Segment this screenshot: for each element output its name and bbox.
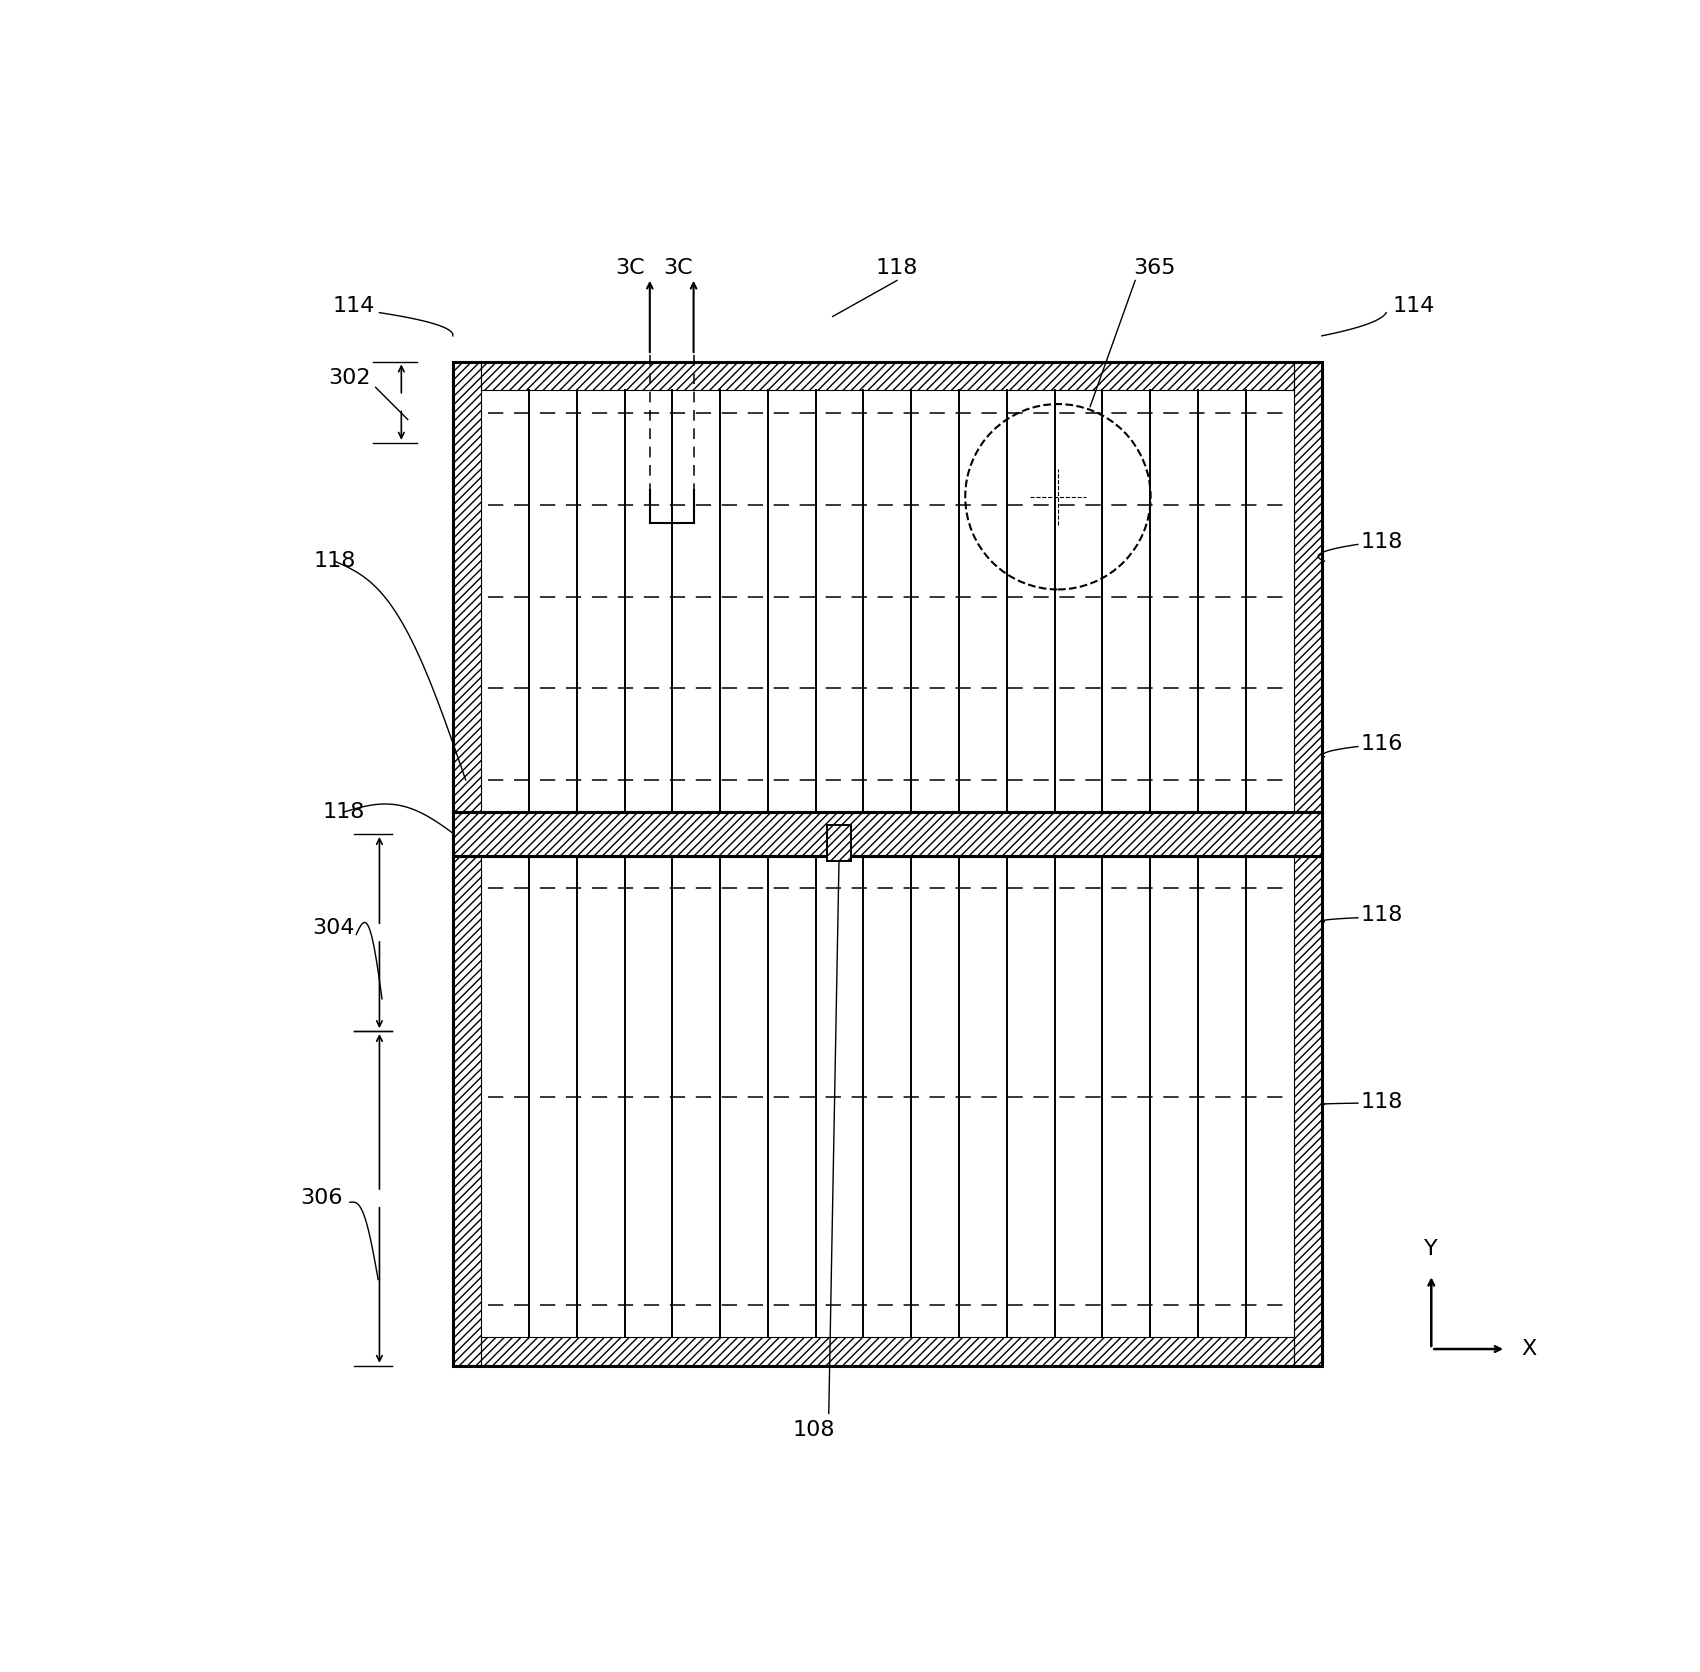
Text: 114: 114	[333, 296, 376, 316]
Text: 118: 118	[323, 803, 364, 823]
Text: 114: 114	[1392, 296, 1435, 316]
Bar	[452, 813, 1323, 856]
Bar	[481, 1338, 1294, 1366]
Text: 108: 108	[792, 1420, 835, 1440]
Text: 365: 365	[1134, 257, 1176, 278]
Bar	[1294, 361, 1323, 1366]
Text: 3C: 3C	[663, 257, 694, 278]
Text: 116: 116	[1360, 734, 1402, 754]
Bar	[481, 361, 1294, 390]
Text: 3C: 3C	[615, 257, 646, 278]
Text: 118: 118	[1360, 1092, 1402, 1112]
Text: X: X	[1522, 1339, 1537, 1359]
Bar	[481, 390, 1294, 1338]
Text: 118: 118	[313, 552, 355, 572]
Bar	[828, 826, 850, 861]
Text: Y: Y	[1425, 1239, 1438, 1259]
Bar	[452, 361, 481, 1366]
Text: 118: 118	[1360, 532, 1402, 552]
Bar	[452, 361, 1323, 1366]
Text: 118: 118	[876, 257, 918, 278]
Text: 304: 304	[311, 918, 354, 938]
Text: 118: 118	[1360, 905, 1402, 925]
Text: 306: 306	[301, 1189, 343, 1209]
Text: 302: 302	[328, 368, 371, 388]
